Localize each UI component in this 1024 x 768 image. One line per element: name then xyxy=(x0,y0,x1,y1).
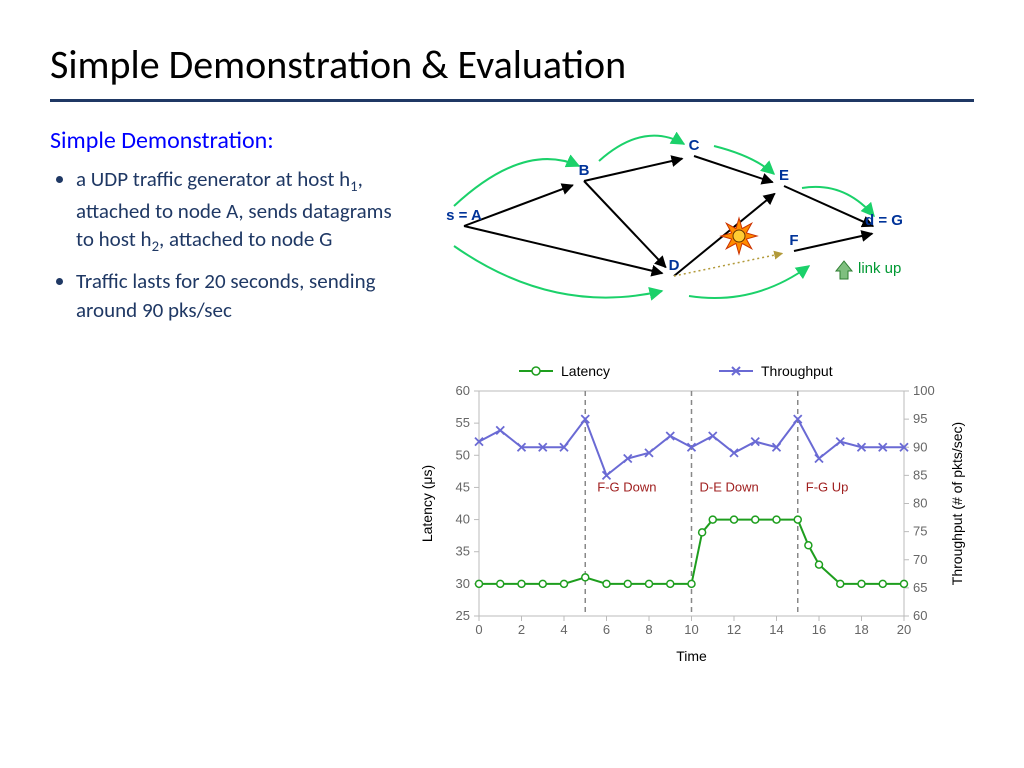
svg-text:85: 85 xyxy=(913,467,927,482)
svg-text:10: 10 xyxy=(684,622,698,637)
latency-throughput-chart: 0 2 4 6 8 10 12 14 16 18 20 25 30 35 40 45 50 55 60 60 65 70 7… xyxy=(414,351,974,671)
svg-text:18: 18 xyxy=(854,622,868,637)
svg-text:25: 25 xyxy=(456,608,470,623)
title-rule xyxy=(50,99,974,102)
svg-text:90: 90 xyxy=(913,439,927,454)
svg-text:70: 70 xyxy=(913,552,927,567)
svg-text:F-G Down: F-G Down xyxy=(597,479,656,494)
svg-text:80: 80 xyxy=(913,496,927,511)
node-label-D: D xyxy=(669,257,680,274)
svg-text:14: 14 xyxy=(769,622,783,637)
explosion-icon xyxy=(721,218,757,254)
node-label-G: d = G xyxy=(865,212,903,229)
subheading: Simple Demonstration: xyxy=(50,126,394,155)
node-label-B: B xyxy=(579,162,590,179)
svg-text:2: 2 xyxy=(518,622,525,637)
svg-text:8: 8 xyxy=(645,622,652,637)
svg-text:6: 6 xyxy=(603,622,610,637)
svg-text:4: 4 xyxy=(560,622,567,637)
svg-text:20: 20 xyxy=(897,622,911,637)
svg-text:50: 50 xyxy=(456,447,470,462)
bullet-item: a UDP traffic generator at host h1, atta… xyxy=(76,165,394,257)
svg-text:0: 0 xyxy=(475,622,482,637)
svg-text:F-G Up: F-G Up xyxy=(806,479,849,494)
bullet-list: a UDP traffic generator at host h1, atta… xyxy=(50,165,394,324)
svg-text:75: 75 xyxy=(913,524,927,539)
link-up-arrow-icon xyxy=(836,261,852,279)
svg-text:95: 95 xyxy=(913,411,927,426)
svg-text:60: 60 xyxy=(913,608,927,623)
svg-text:35: 35 xyxy=(456,544,470,559)
svg-text:100: 100 xyxy=(913,383,935,398)
svg-text:Time: Time xyxy=(676,648,707,664)
node-label-E: E xyxy=(779,167,789,184)
svg-text:16: 16 xyxy=(812,622,826,637)
svg-text:40: 40 xyxy=(456,512,470,527)
svg-text:D-E Down: D-E Down xyxy=(700,479,759,494)
node-label-A: s = A xyxy=(446,207,482,224)
node-label-F: F xyxy=(789,232,798,249)
svg-text:12: 12 xyxy=(727,622,741,637)
svg-text:30: 30 xyxy=(456,576,470,591)
svg-text:55: 55 xyxy=(456,415,470,430)
bullet-item: Traffic lasts for 20 seconds, sending ar… xyxy=(76,267,394,324)
text-column: Simple Demonstration: a UDP traffic gene… xyxy=(50,126,414,676)
svg-text:Latency (μs): Latency (μs) xyxy=(419,465,435,542)
svg-text:Latency: Latency xyxy=(561,363,610,379)
svg-text:60: 60 xyxy=(456,383,470,398)
node-label-C: C xyxy=(689,137,700,154)
svg-text:Throughput (# of pkts/sec): Throughput (# of pkts/sec) xyxy=(949,422,965,585)
link-up-label: link up xyxy=(858,260,901,277)
svg-text:65: 65 xyxy=(913,580,927,595)
svg-text:Throughput: Throughput xyxy=(761,363,833,379)
network-diagram: link up s = A B C D E Fd = G xyxy=(414,126,934,326)
svg-text:45: 45 xyxy=(456,479,470,494)
slide-title: Simple Demonstration & Evaluation xyxy=(50,40,974,89)
